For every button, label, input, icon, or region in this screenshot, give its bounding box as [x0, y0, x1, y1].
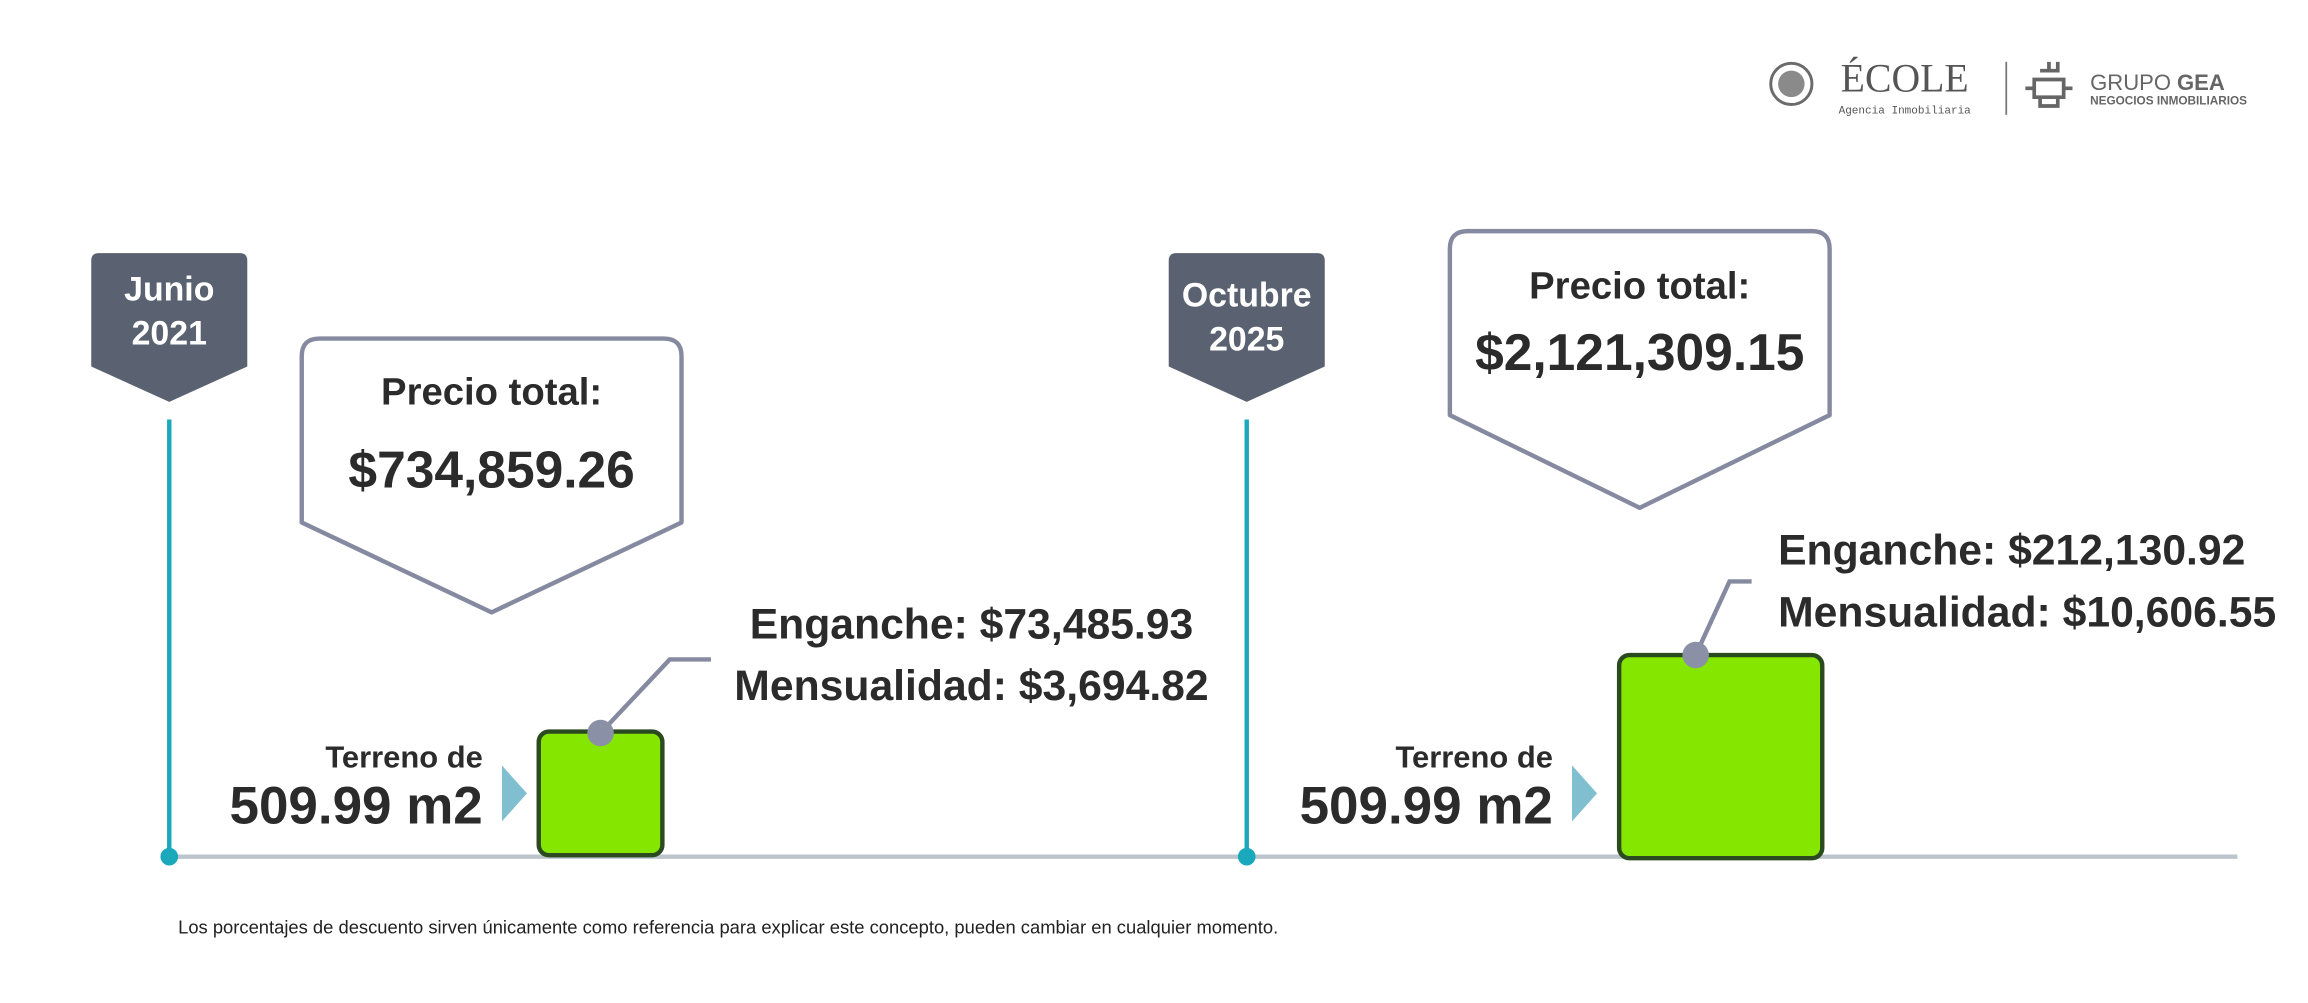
terreno-label: Terreno de: [1395, 740, 1552, 775]
connector-dot: [1682, 641, 1709, 669]
brand1: ÉCOLE: [1841, 57, 1969, 101]
price-callout: [1447, 228, 1832, 511]
connector: [1693, 579, 1752, 656]
price-label: Precio total:: [381, 371, 602, 414]
terreno-area: 509.99 m2: [229, 777, 482, 836]
logo-seal-inner: [1778, 70, 1805, 98]
footnote: Los porcentajes de descuento sirven únic…: [178, 917, 1278, 938]
date-tag: [1168, 253, 1325, 402]
brand2: GRUPO GEA: [2090, 70, 2225, 95]
mensualidad: Mensualidad: $3,694.82: [734, 662, 1208, 710]
date-year: 2021: [132, 315, 207, 353]
brand2-bold: GEA: [2177, 70, 2225, 95]
date-month: Octubre: [1182, 276, 1312, 314]
lot-square: [536, 729, 665, 858]
enganche: Enganche: $212,130.92: [1778, 527, 2245, 575]
brand2-sub: NEGOCIOS INMOBILIARIOS: [2090, 95, 2247, 108]
mensualidad: Mensualidad: $10,606.55: [1778, 589, 2276, 637]
enganche: Enganche: $73,485.93: [750, 600, 1194, 648]
arrow: [501, 765, 527, 822]
price-callout: [299, 336, 684, 615]
terreno-label: Terreno de: [325, 740, 482, 775]
logo: ÉCOLE Agencia Inmobiliaria GRUPO GEA NEGO…: [1769, 57, 2247, 117]
price-label: Precio total:: [1529, 265, 1750, 308]
brand1-sub: Agencia Inmobiliaria: [1839, 105, 1972, 117]
lot-square: [1616, 652, 1825, 861]
date-dot: [1237, 847, 1256, 866]
price-value: $2,121,309.15: [1475, 323, 1804, 381]
connector: [598, 657, 711, 735]
date-year: 2025: [1209, 320, 1284, 358]
arrow: [1572, 765, 1598, 822]
terreno-area: 509.99 m2: [1300, 777, 1553, 836]
brand2-light: GRUPO: [2090, 70, 2171, 95]
price-value: $734,859.26: [348, 441, 634, 499]
connector-dot: [587, 719, 614, 747]
gea-icon: [2025, 61, 2073, 108]
date-dot: [160, 847, 179, 866]
date-tag: [91, 253, 248, 402]
date-month: Junio: [124, 270, 214, 308]
